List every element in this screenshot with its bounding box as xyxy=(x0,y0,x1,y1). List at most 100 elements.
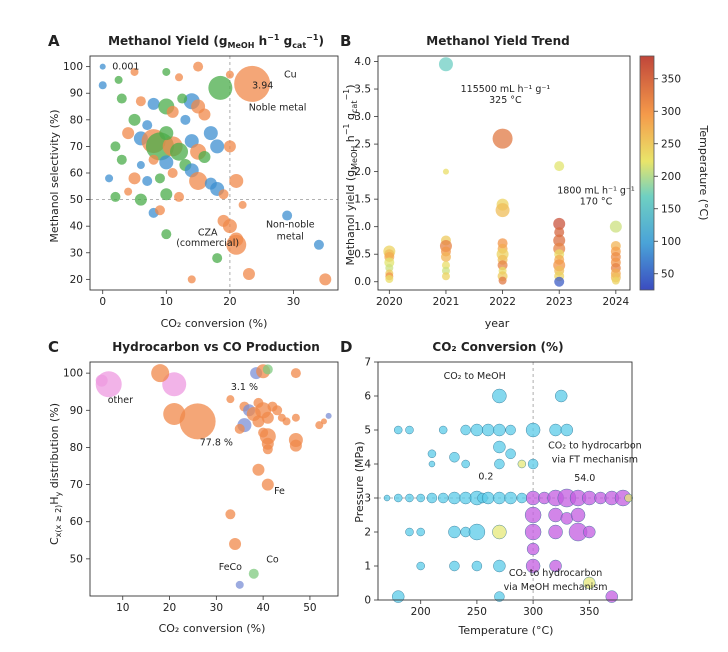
panel-b-ylabel: Methanol yield (gMeOH h−1 gcat−1) xyxy=(342,84,359,265)
data-point xyxy=(193,61,204,72)
data-point xyxy=(222,219,237,234)
data-point xyxy=(179,403,216,440)
data-point xyxy=(162,67,171,76)
data-point xyxy=(154,173,165,184)
y-tick-label: 2.0 xyxy=(354,166,371,178)
data-point xyxy=(583,525,596,539)
data-point xyxy=(124,187,133,196)
panel-d: 200 250 300 350 0 1 2 3 4 5 6 7 CO₂ to MeOH CO₂ to hy… xyxy=(364,357,641,619)
data-point xyxy=(248,568,259,579)
data-point xyxy=(151,364,170,383)
y-tick-label: 6 xyxy=(364,391,371,403)
data-point xyxy=(177,93,188,104)
annotation: other xyxy=(108,395,133,406)
data-point xyxy=(208,75,233,100)
data-point xyxy=(468,523,486,541)
panel-a-title: Methanol Yield (gMeOH h−1 gcat−1) xyxy=(108,33,324,50)
data-point xyxy=(234,423,245,434)
colorbar-tick-label: 200 xyxy=(661,171,681,183)
x-tick-label: 350 xyxy=(579,606,599,618)
size-annotation: 3.94 xyxy=(252,80,273,91)
data-point xyxy=(142,120,153,131)
x-tick-label: 250 xyxy=(467,606,487,618)
data-point xyxy=(438,425,448,435)
x-tick-label: 0 xyxy=(99,296,106,308)
panel-letter-a: A xyxy=(48,32,60,50)
data-point xyxy=(448,525,461,539)
data-point xyxy=(229,173,244,188)
data-point xyxy=(554,276,565,287)
data-point xyxy=(583,576,596,590)
panel-c-xlabel: CO₂ conversion (%) xyxy=(159,622,266,635)
data-point xyxy=(212,253,223,264)
y-tick-label: 40 xyxy=(70,221,83,233)
data-point xyxy=(494,458,505,470)
panel-letter-b: B xyxy=(340,32,351,50)
data-point xyxy=(517,459,527,469)
data-point xyxy=(548,507,563,523)
data-point xyxy=(392,590,405,603)
y-tick-label: 30 xyxy=(70,247,83,259)
data-point xyxy=(325,412,332,419)
data-point xyxy=(262,444,273,455)
data-point xyxy=(461,459,470,469)
annotation: Co xyxy=(266,555,279,566)
data-point xyxy=(498,276,507,285)
data-point xyxy=(130,67,139,76)
data-point xyxy=(470,423,484,437)
data-point xyxy=(441,266,450,275)
panel-d-ylabel: Pressure (MPa) xyxy=(353,441,366,522)
data-point xyxy=(175,73,184,82)
y-tick-label: 70 xyxy=(70,141,83,153)
data-point xyxy=(272,405,283,416)
data-point xyxy=(116,93,127,104)
panel-c: 10 20 30 40 50 50 60 70 80 90 100 other 3.1 % 77.8 % F… xyxy=(63,361,339,614)
data-point xyxy=(481,491,495,505)
x-tick-label: 30 xyxy=(210,602,223,614)
annotation: 77.8 % xyxy=(200,438,233,449)
data-point xyxy=(262,364,273,375)
data-point xyxy=(428,460,436,468)
y-tick-label: 3.0 xyxy=(354,111,371,123)
annotation: 170 °C xyxy=(580,197,613,208)
axes-frame xyxy=(377,55,631,291)
data-points xyxy=(95,364,332,589)
x-tick-label: 2024 xyxy=(602,296,629,308)
data-point xyxy=(560,423,574,437)
y-tick-label: 50 xyxy=(70,194,83,206)
data-point xyxy=(261,411,274,424)
annotation: 3.1 % xyxy=(231,382,258,393)
data-point xyxy=(441,261,450,270)
data-point xyxy=(320,418,327,425)
y-tick-label: 100 xyxy=(63,368,83,380)
annotation: 1800 mL h⁻¹ g⁻¹ xyxy=(557,186,635,197)
annotation: CZA xyxy=(198,227,218,238)
data-point xyxy=(134,193,147,206)
data-point xyxy=(174,191,185,202)
data-point xyxy=(162,372,187,397)
data-point xyxy=(394,493,403,503)
panel-letter-c: C xyxy=(48,338,59,356)
annotation: CO₂ to MeOH xyxy=(444,371,506,382)
y-tick-label: 3.5 xyxy=(354,84,371,96)
x-tick-label: 20 xyxy=(223,296,236,308)
annotation: FeCo xyxy=(219,562,242,573)
x-tick-label: 40 xyxy=(256,602,269,614)
data-point xyxy=(493,440,506,454)
data-point xyxy=(553,234,566,247)
colorbar-tick-label: 50 xyxy=(661,268,674,280)
data-point xyxy=(226,395,235,404)
data-point xyxy=(527,458,539,470)
panel-letter-d: D xyxy=(340,338,352,356)
x-tick-label: 300 xyxy=(523,606,543,618)
y-tick-label: 3 xyxy=(364,493,371,505)
data-point xyxy=(416,493,425,503)
data-point xyxy=(548,524,563,540)
y-tick-label: 4.0 xyxy=(354,56,371,68)
data-point xyxy=(553,217,566,230)
data-point xyxy=(122,127,135,140)
data-point xyxy=(110,191,121,202)
data-point xyxy=(609,220,622,233)
data-point xyxy=(416,527,425,537)
data-point xyxy=(525,422,541,438)
